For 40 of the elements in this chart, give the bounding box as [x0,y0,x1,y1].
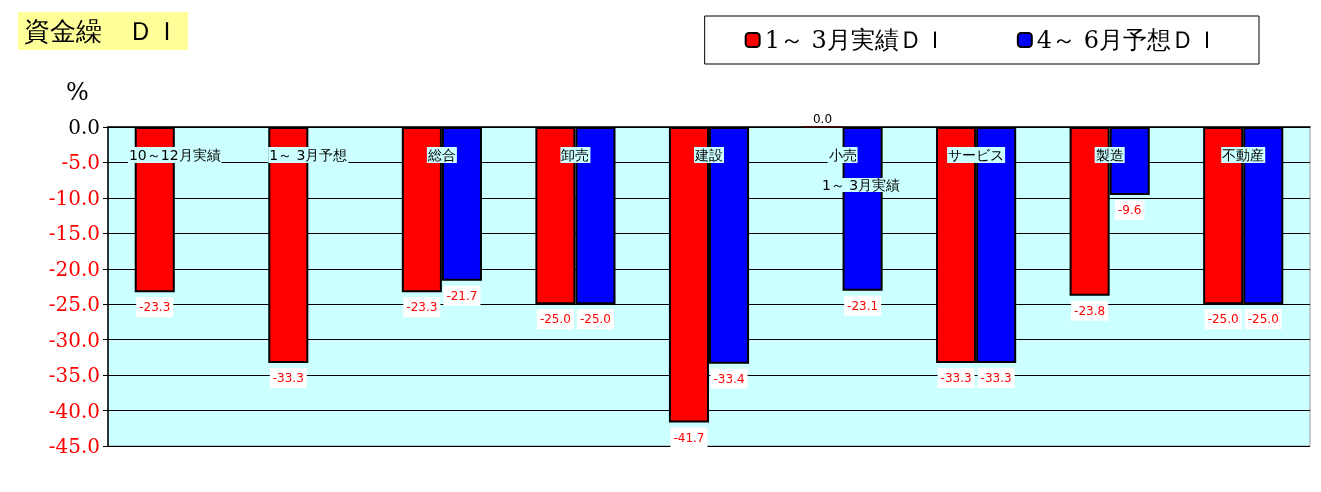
y-tick-label: -45.0 [48,434,100,458]
data-label: -25.0 [1207,312,1239,327]
data-label: 0.0 [812,111,833,126]
legend-label: 1～ 3月実績ＤＩ [764,26,947,54]
y-tick-label: -30.0 [48,327,100,352]
data-label: -25.0 [1247,312,1279,327]
y-tick-label: -35.0 [48,363,100,388]
x-tick-label: サービス [948,147,1005,163]
data-label: -23.8 [1074,303,1106,318]
y-tick-label: -20.0 [48,256,100,281]
data-label: -23.3 [406,300,438,315]
annotation: 1～ 3月実績 [822,177,901,193]
x-tick-label: 総合 [426,147,456,163]
y-tick-label: -5.0 [61,150,100,175]
data-label: -23.1 [847,298,879,313]
data-label: -23.3 [139,300,171,315]
y-axis-title: % [66,78,89,106]
y-tick-label: 0.0 [68,115,100,139]
data-label: -9.6 [1117,203,1142,218]
data-label: -41.7 [673,430,705,445]
x-tick-label: 建設 [694,147,723,163]
data-label: -25.0 [579,312,612,327]
data-label: -25.0 [539,312,571,327]
x-tick-label: 小売 [828,147,857,163]
chart-title: 資金繰 ＤＩ [24,16,180,46]
y-tick-label: -25.0 [48,292,100,317]
x-tick-label: 10～12月実績 [128,147,221,163]
y-tick-label: -40.0 [48,398,100,423]
y-tick-label: -10.0 [48,185,100,210]
data-label: -21.7 [446,288,478,303]
x-tick-label: 不動産 [1222,147,1265,163]
data-label: -33.3 [980,371,1012,386]
y-tick-label: -15.0 [48,221,100,246]
x-tick-label: 卸売 [561,147,590,163]
x-tick-label: 1～ 3月予想 [269,147,348,163]
data-label: -33.3 [272,371,304,386]
data-label: -33.3 [940,371,972,386]
data-label: -33.4 [713,371,745,386]
legend-label: 4～ 6月予想ＤＩ [1036,26,1219,54]
x-tick-label: 製造 [1095,147,1124,163]
